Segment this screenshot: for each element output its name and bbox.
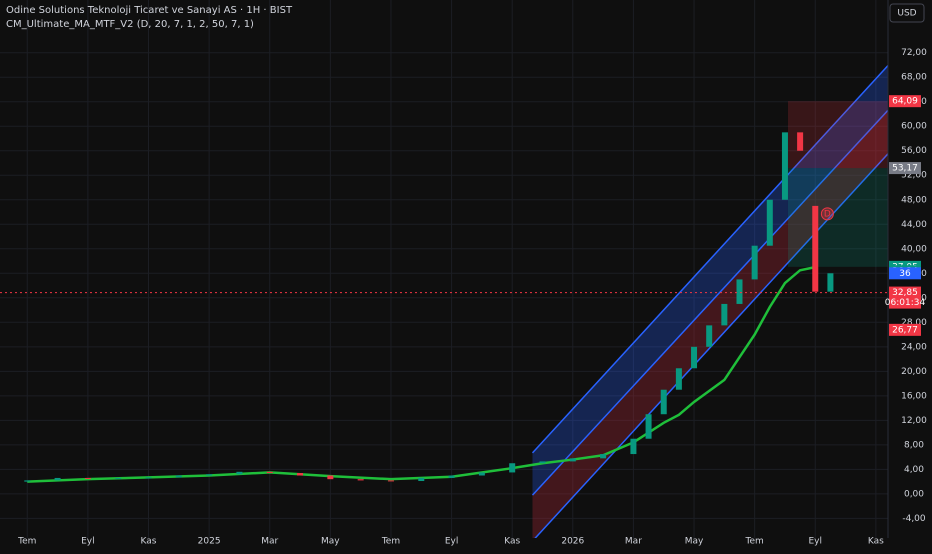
- x-tick-label: Kas: [504, 537, 520, 547]
- indicator-label: CM_Ultimate_MA_MTF_V2 (D, 20, 7, 1, 2, 5…: [6, 19, 254, 30]
- x-tick-label: Eyl: [809, 537, 823, 547]
- x-tick-label: 2025: [198, 537, 221, 547]
- x-tick-label: Tem: [17, 537, 36, 547]
- countdown-label: 06:01:34: [885, 298, 926, 308]
- price-label: 36: [899, 269, 911, 279]
- candle: [84, 477, 91, 479]
- candle: [266, 471, 273, 474]
- price-label-box: [889, 95, 921, 108]
- candle: [569, 458, 576, 462]
- candle: [327, 475, 334, 480]
- candle: [24, 480, 31, 482]
- candle: [54, 477, 61, 481]
- y-tick-label: 28,00: [901, 318, 927, 328]
- price-label-box: [889, 286, 921, 309]
- candle: [691, 346, 698, 369]
- channel-line: [531, 109, 888, 496]
- x-tick-label: Mar: [261, 537, 278, 547]
- candle: [357, 479, 364, 481]
- candle: [297, 473, 304, 476]
- y-tick-label: 0,00: [904, 489, 924, 499]
- candle: [539, 461, 546, 464]
- candle: [145, 477, 152, 479]
- candle: [751, 245, 758, 280]
- y-tick-label: 24,00: [901, 342, 927, 352]
- candle: [812, 205, 819, 292]
- channel-upper-band: [532, 65, 888, 496]
- channel-lower-band: [532, 110, 888, 538]
- candle: [600, 454, 607, 459]
- y-tick-label: 56,00: [901, 146, 927, 156]
- candle: [781, 132, 788, 200]
- y-tick-label: 8,00: [904, 440, 924, 450]
- y-tick-label: 20,00: [901, 367, 927, 377]
- candle: [418, 477, 425, 482]
- price-label: 64,09: [892, 97, 918, 107]
- candle: [630, 438, 637, 455]
- x-tick-label: Tem: [745, 537, 764, 547]
- y-tick-label: 48,00: [901, 195, 927, 205]
- x-tick-label: Eyl: [445, 537, 459, 547]
- price-label-box: [889, 267, 921, 280]
- signal-label: D: [824, 209, 831, 219]
- position-target-zone: [787, 168, 888, 267]
- candle: [706, 325, 713, 347]
- candle: [797, 132, 804, 151]
- candle: [236, 471, 243, 475]
- channel-line: [534, 153, 888, 538]
- channel-line: [531, 65, 888, 454]
- candle: [766, 199, 773, 246]
- chart-title: Odine Solutions Teknoloji Ticaret ve San…: [6, 5, 293, 16]
- candle: [827, 273, 834, 292]
- price-label-box: [889, 162, 921, 175]
- currency-label[interactable]: USD: [897, 9, 916, 19]
- x-tick-label: May: [685, 537, 704, 547]
- position-stop-zone: [787, 101, 888, 169]
- candle: [206, 474, 213, 476]
- y-tick-label: 44,00: [901, 220, 927, 230]
- y-tick-label: -4,00: [902, 514, 926, 524]
- price-label: 53,17: [892, 164, 918, 174]
- candle: [721, 303, 728, 326]
- x-tick-label: Kas: [141, 537, 157, 547]
- y-tick-label: 72,00: [901, 48, 927, 58]
- candle: [175, 475, 182, 478]
- price-label-box: [889, 323, 921, 336]
- candle: [387, 480, 394, 482]
- candle: [509, 463, 516, 473]
- y-tick-label: 68,00: [901, 73, 927, 83]
- candle: [736, 279, 743, 304]
- y-tick-label: 16,00: [901, 391, 927, 401]
- y-tick-label: 60,00: [901, 122, 927, 132]
- currency-button[interactable]: [889, 3, 925, 23]
- x-tick-label: May: [321, 537, 340, 547]
- y-tick-label: 4,00: [904, 465, 924, 475]
- candle: [660, 389, 667, 415]
- candle: [448, 475, 455, 478]
- y-tick-label: 12,00: [901, 416, 927, 426]
- x-tick-label: 2026: [561, 537, 584, 547]
- x-tick-label: Eyl: [81, 537, 95, 547]
- x-tick-label: Mar: [625, 537, 642, 547]
- y-tick-label: 52,00: [901, 171, 927, 181]
- plot-area: D: [0, 0, 888, 538]
- price-label: 26,77: [892, 325, 918, 335]
- candle: [675, 368, 682, 390]
- candle: [115, 477, 122, 479]
- candle: [645, 414, 652, 439]
- y-tick-label: 40,00: [901, 244, 927, 254]
- signal-marker: [820, 207, 834, 221]
- x-tick-label: Tem: [381, 537, 400, 547]
- price-label: 32,85: [892, 288, 918, 298]
- candle: [478, 472, 485, 476]
- x-tick-label: Kas: [868, 537, 884, 547]
